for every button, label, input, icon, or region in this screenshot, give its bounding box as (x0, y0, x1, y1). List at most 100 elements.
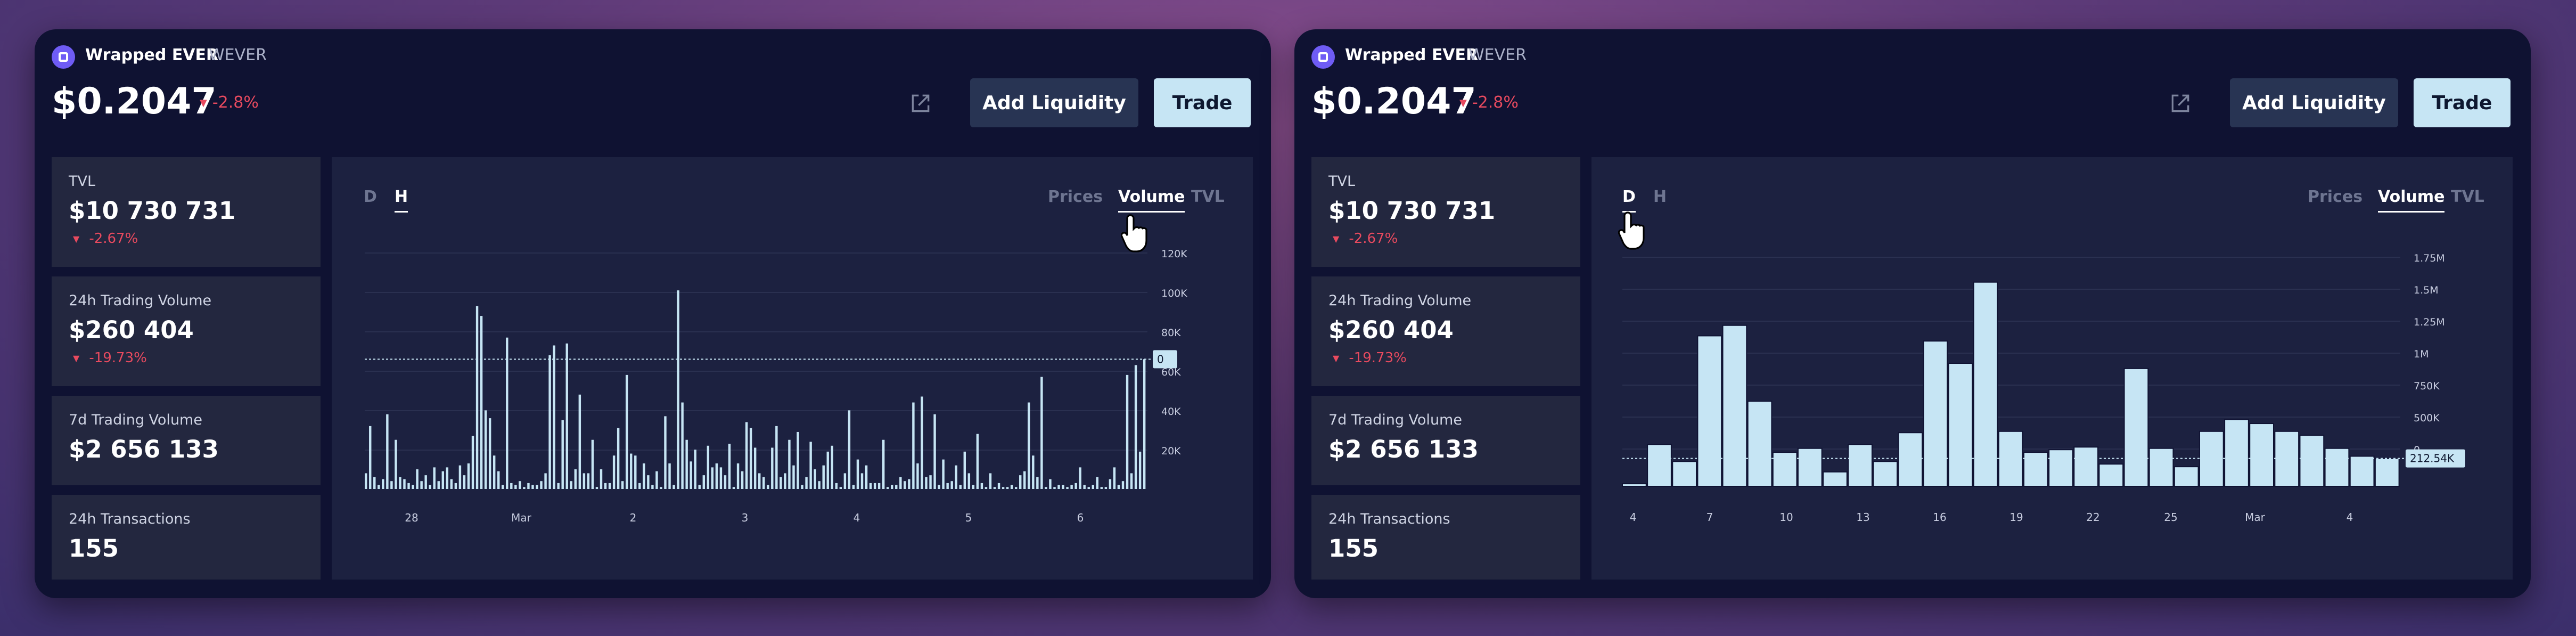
volume-bar (1002, 487, 1005, 489)
volume-bar (395, 439, 397, 489)
y-tick-label: 120K (1161, 248, 1187, 260)
trade-button[interactable]: Trade (2414, 78, 2511, 127)
down-triangle-icon: ▼ (1459, 97, 1467, 109)
tab-volume[interactable]: Volume (1118, 187, 1185, 213)
volume-bar (797, 431, 799, 489)
volume-bar (608, 483, 611, 489)
volume-bar (685, 439, 688, 489)
volume-bar (1109, 479, 1112, 489)
volume-bar (801, 485, 803, 489)
volume-bar (1848, 444, 1873, 487)
stat-value: $2 656 133 (1328, 435, 1479, 463)
stat-value: 155 (69, 534, 119, 562)
volume-bar (433, 467, 436, 489)
add-liquidity-button[interactable]: Add Liquidity (2230, 78, 2398, 127)
volume-bar (843, 473, 847, 489)
timeframe-d[interactable]: D (364, 187, 377, 206)
tab-tvl[interactable]: TVL (1191, 187, 1225, 206)
volume-bar (1074, 483, 1077, 489)
volume-bar (548, 355, 551, 489)
volume-bar (1722, 324, 1748, 487)
volume-bar (1126, 374, 1129, 489)
x-tick-label: Mar (511, 511, 532, 524)
volume-bar (1647, 444, 1672, 487)
volume-bar (873, 483, 876, 489)
volume-bar (955, 465, 957, 489)
volume-bar (814, 469, 816, 489)
tab-tvl[interactable]: TVL (2451, 187, 2484, 206)
volume-bar (407, 483, 410, 489)
hand-cursor-icon (1618, 211, 1645, 250)
volume-bar (2148, 447, 2174, 487)
tab-prices[interactable]: Prices (2308, 187, 2363, 206)
timeframe-d[interactable]: D (1622, 187, 1636, 213)
volume-bar (510, 483, 513, 489)
volume-bar (446, 467, 449, 489)
token-logo-icon (52, 45, 75, 69)
volume-bar (745, 422, 748, 489)
volume-bar (719, 467, 723, 489)
x-tick-label: Mar (2245, 511, 2266, 524)
current-value-badge (2406, 449, 2465, 468)
volume-chart[interactable]: 120K 100K 80K 60K 40K 20K 0 28 Mar 2 3 4 5 6 (332, 157, 1253, 580)
price-change-value: -2.8% (1472, 93, 1519, 112)
volume-bar (471, 436, 474, 489)
volume-bar (724, 475, 727, 489)
y-tick-label: 60K (1161, 366, 1181, 378)
timeframe-h[interactable]: H (1653, 187, 1667, 206)
volume-bar (694, 450, 696, 489)
y-tick-label: 1.25M (2414, 316, 2445, 328)
volume-bar (412, 485, 414, 489)
volume-bar (420, 481, 423, 489)
y-tick-label: 80K (1161, 327, 1181, 339)
volume-bar (831, 445, 833, 489)
volume-bar (493, 455, 496, 489)
volume-bar (531, 485, 534, 489)
volume-bar (1138, 451, 1142, 489)
volume-bar (1143, 359, 1146, 489)
x-tick-label: 10 (1779, 511, 1793, 524)
volume-bar (2349, 455, 2375, 487)
volume-bar (664, 416, 667, 489)
stat-24h-transactions: 24h Transactions 155 (1311, 495, 1580, 580)
stat-change-value: -19.73% (89, 350, 147, 366)
volume-bar (891, 485, 893, 489)
x-tick-label: 4 (854, 511, 860, 524)
volume-bar (753, 447, 757, 489)
stat-value: $10 730 731 (1328, 197, 1496, 225)
chart-panel: D H Prices Volume TVL 1.75M 1.5M 1.25M 1M 75… (1591, 157, 2513, 580)
token-symbol: WEVER (1469, 46, 1527, 64)
volume-bar (557, 483, 560, 489)
volume-bar (767, 485, 769, 489)
stat-value: $260 404 (69, 316, 194, 344)
down-triangle-icon: ▼ (73, 353, 80, 363)
volume-bar (856, 459, 859, 489)
stat-change: ▼ -2.67% (73, 231, 138, 247)
external-link-icon[interactable] (909, 92, 932, 115)
volume-bar (963, 451, 966, 489)
volume-bar (822, 465, 825, 489)
volume-bar (1622, 483, 1647, 487)
stat-value: 155 (1328, 534, 1379, 562)
stat-label: TVL (1328, 173, 1356, 190)
external-link-icon[interactable] (2169, 92, 2192, 115)
volume-bar (749, 428, 752, 489)
volume-bar (437, 481, 440, 489)
volume-bar (583, 473, 586, 489)
timeframe-h[interactable]: H (395, 187, 408, 213)
volume-bar (877, 483, 881, 489)
volume-bar (1121, 481, 1125, 489)
tab-prices[interactable]: Prices (1048, 187, 1103, 206)
volume-bar (1079, 467, 1081, 489)
volume-bar (1062, 485, 1064, 489)
volume-bar (1130, 473, 1133, 489)
volume-chart[interactable]: 1.75M1.5M1.25M1M750K500K0212.54K47101316… (1591, 157, 2513, 580)
tab-volume[interactable]: Volume (2378, 187, 2445, 213)
add-liquidity-button[interactable]: Add Liquidity (970, 78, 1138, 127)
y-tick-label: 1M (2414, 348, 2429, 360)
volume-bar (728, 444, 731, 489)
volume-bar (711, 467, 714, 489)
stat-7d-volume: 7d Trading Volume $2 656 133 (52, 396, 321, 485)
volume-bar (899, 477, 902, 489)
trade-button[interactable]: Trade (1154, 78, 1251, 127)
